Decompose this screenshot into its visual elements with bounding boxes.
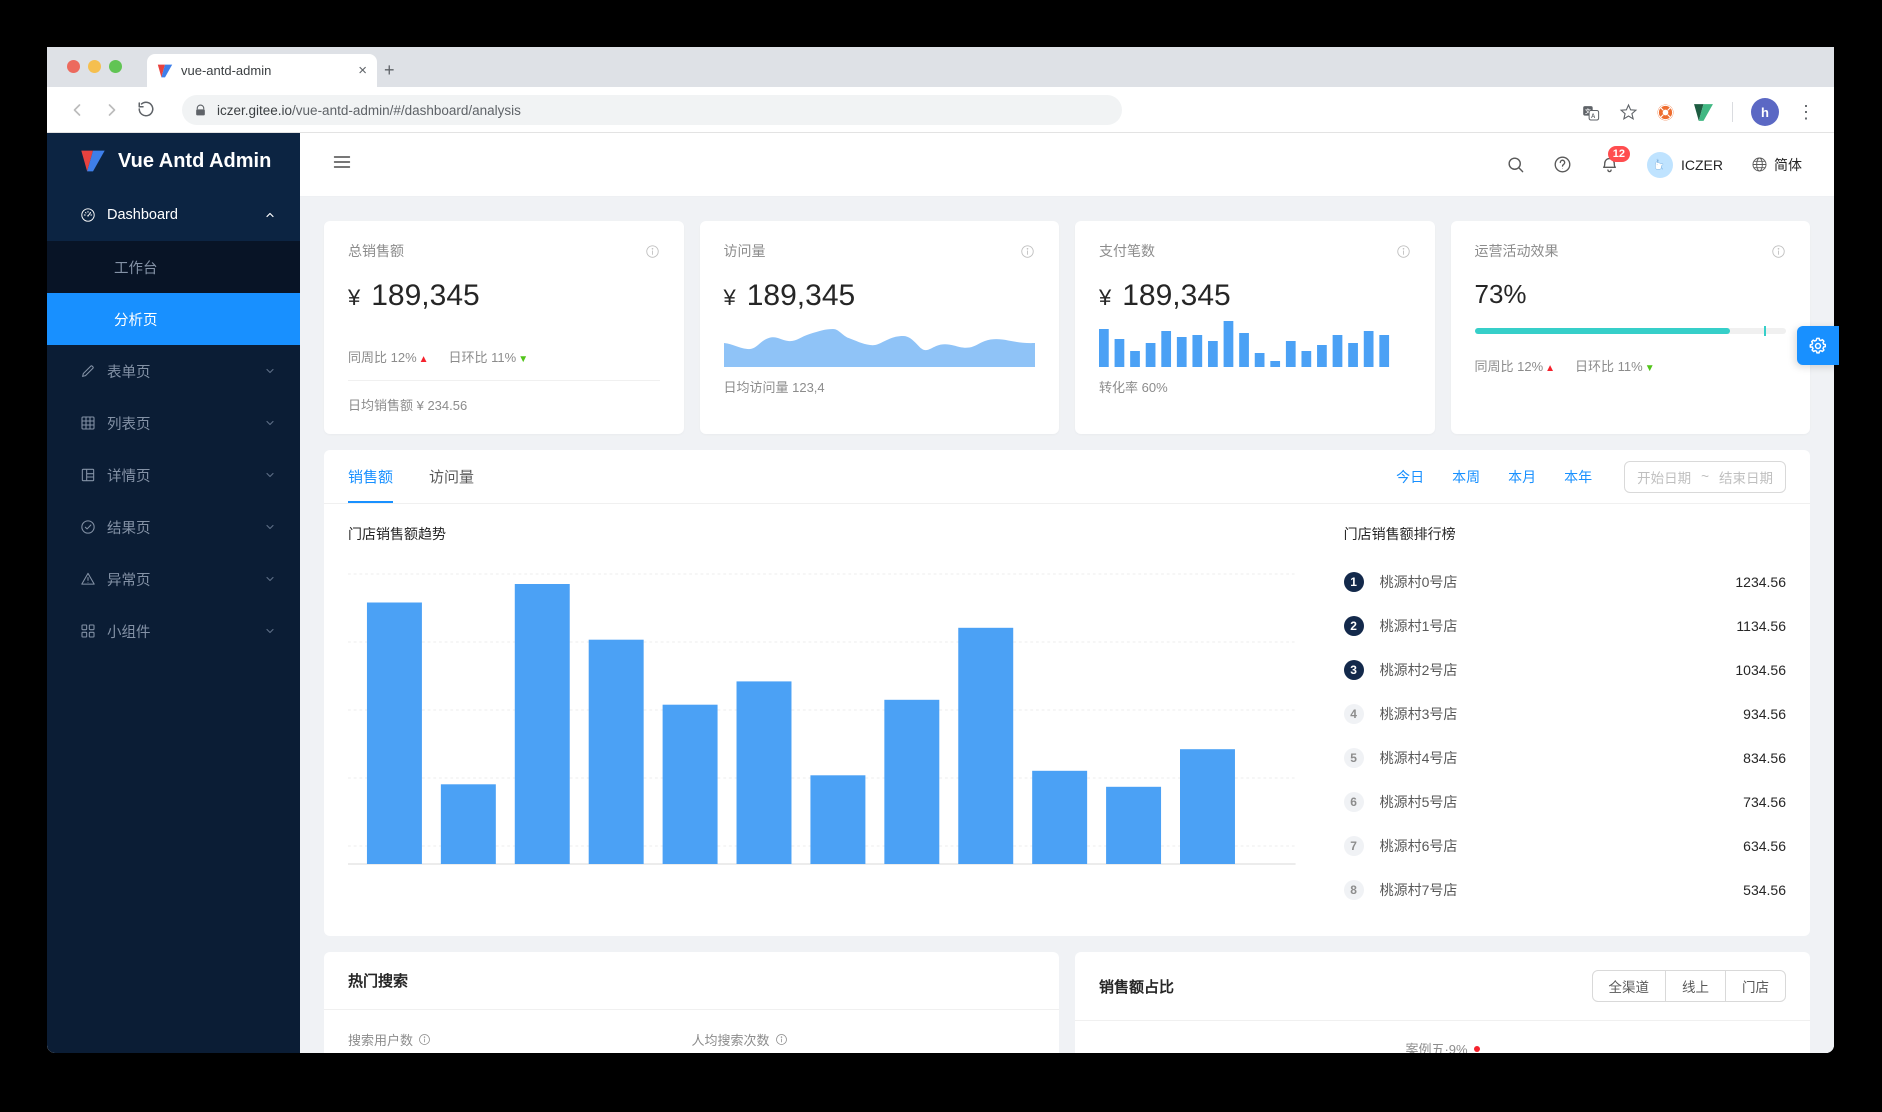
svg-text:A: A: [1591, 114, 1596, 120]
